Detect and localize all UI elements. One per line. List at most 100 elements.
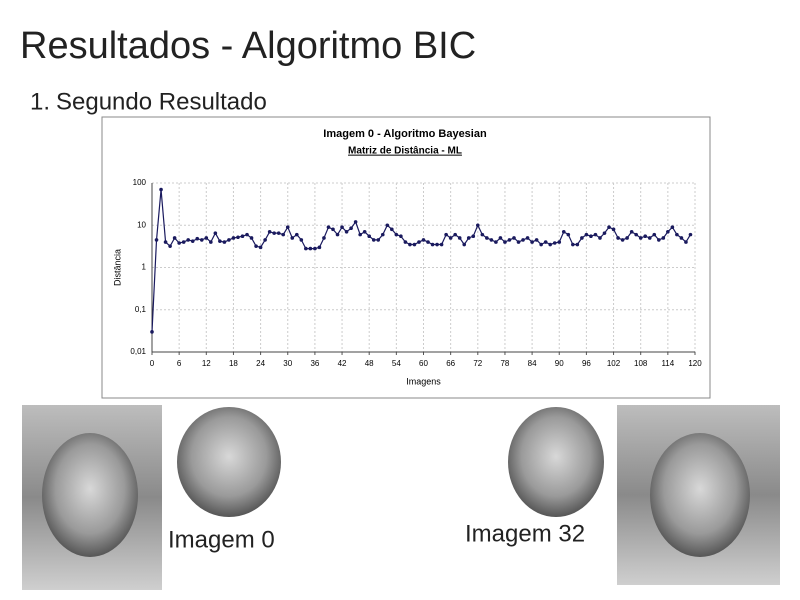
x-tick-label: 96 (582, 359, 591, 368)
data-point (308, 246, 313, 251)
data-point (534, 238, 539, 242)
data-point (688, 232, 693, 237)
data-point (589, 234, 593, 239)
data-point (390, 227, 394, 232)
data-point (444, 232, 448, 237)
x-tick-label: 108 (634, 359, 648, 368)
data-point (670, 225, 675, 229)
x-tick-label: 72 (473, 359, 482, 368)
x-tick-label: 36 (310, 359, 319, 368)
data-point (399, 234, 403, 239)
data-point (394, 232, 399, 237)
x-tick-label: 0 (150, 359, 155, 368)
caption: Imagem 0 (168, 526, 275, 553)
data-point (322, 236, 326, 240)
data-point (172, 236, 177, 240)
chart-frame (101, 116, 711, 399)
chart-subtitle: Matriz de Distância - ML (348, 146, 462, 157)
data-point (227, 238, 231, 242)
data-point (222, 240, 227, 244)
data-point (557, 240, 562, 244)
y-tick-label: 0,1 (135, 305, 147, 314)
data-point (421, 238, 426, 242)
data-point (159, 187, 163, 192)
data-point (657, 238, 661, 242)
data-point (371, 238, 376, 242)
face-crop (508, 407, 604, 517)
data-point (426, 240, 430, 244)
y-tick-label: 100 (133, 178, 147, 187)
data-point (448, 236, 453, 240)
data-point (457, 236, 462, 240)
y-tick-label: 10 (137, 220, 146, 229)
data-point (561, 229, 566, 234)
data-point (209, 240, 213, 244)
x-tick-label: 24 (256, 359, 265, 368)
data-point (362, 229, 367, 234)
x-tick-label: 12 (202, 359, 211, 368)
data-point (326, 225, 331, 229)
data-point (376, 238, 381, 242)
data-point (249, 236, 254, 240)
data-point (163, 240, 168, 244)
data-point (679, 236, 684, 240)
data-point (507, 238, 512, 242)
x-tick-label: 90 (555, 359, 564, 368)
data-point (240, 234, 245, 239)
data-point (313, 246, 317, 251)
data-point (154, 238, 159, 242)
data-point (661, 236, 666, 240)
data-point (593, 232, 598, 237)
data-point (403, 240, 408, 244)
data-point (548, 242, 552, 247)
data-point (530, 240, 534, 244)
data-point (276, 231, 281, 235)
data-point (218, 239, 222, 243)
data-point (620, 238, 625, 242)
list-item: Segundo Resultado (56, 88, 267, 115)
x-tick-label: 120 (688, 359, 702, 368)
data-point (263, 238, 267, 242)
data-point (625, 236, 629, 240)
data-point (571, 242, 575, 247)
data-point (616, 236, 620, 240)
data-point (186, 238, 190, 242)
data-point (580, 236, 584, 240)
data-point (430, 242, 435, 247)
data-point (675, 232, 679, 237)
data-point (453, 232, 457, 237)
data-point (299, 238, 304, 242)
data-point (598, 236, 602, 240)
x-tick-label: 78 (500, 359, 509, 368)
data-point (417, 240, 421, 244)
data-point (611, 227, 616, 232)
x-tick-label: 84 (528, 359, 537, 368)
data-point (466, 236, 471, 240)
data-point (602, 231, 607, 235)
x-tick-label: 114 (661, 359, 674, 368)
data-point (543, 240, 548, 244)
data-point (512, 236, 516, 240)
y-tick-label: 0,01 (130, 347, 146, 356)
data-point (181, 240, 186, 244)
data-point (236, 235, 240, 240)
data-point (525, 236, 530, 240)
data-point (204, 236, 209, 240)
x-tick-label: 42 (338, 359, 347, 368)
data-point (539, 242, 543, 247)
data-point (304, 246, 308, 251)
data-point (281, 232, 286, 237)
data-point (629, 229, 634, 234)
data-point (408, 242, 412, 247)
y-tick-label: 1 (142, 263, 147, 272)
data-point (353, 220, 358, 224)
data-point (317, 245, 322, 250)
data-point (290, 236, 295, 240)
data-point (231, 236, 236, 240)
data-point (607, 225, 611, 229)
x-tick-label: 54 (392, 359, 401, 368)
data-point (285, 225, 290, 229)
chart: Imagem 0 - Algoritmo Bayesian Matriz de D… (112, 128, 702, 386)
